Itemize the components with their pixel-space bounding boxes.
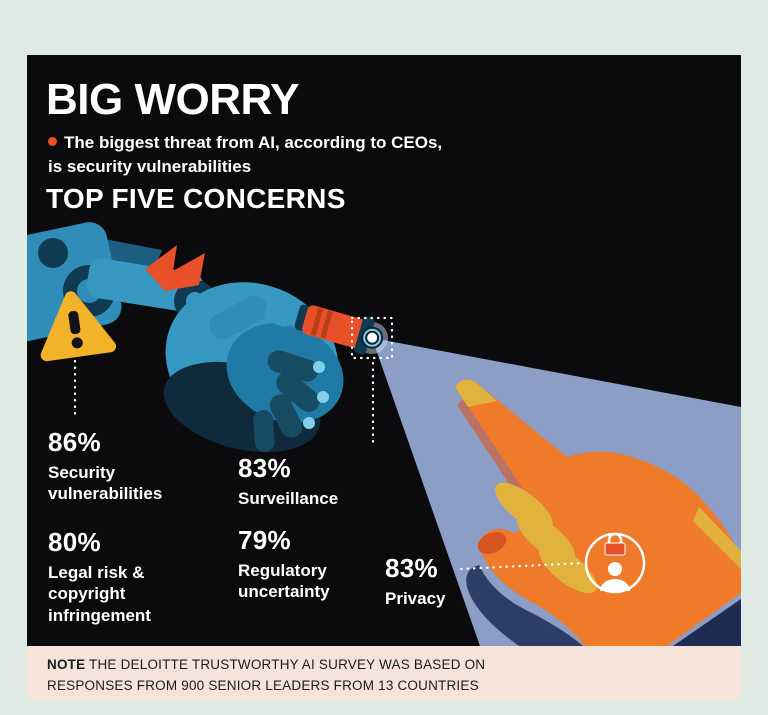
subtitle-text: The biggest threat from AI, according to…: [48, 133, 443, 176]
stat-value: 80%: [48, 527, 101, 557]
stat-legal-risk: 80% Legal risk & copyright infringement: [48, 527, 151, 626]
orange-accent: [145, 245, 205, 291]
stat-value: 86%: [48, 427, 101, 457]
stat-value: 83%: [385, 553, 438, 583]
stat-surveillance: 83% Surveillance: [238, 453, 338, 509]
stat-security-vulnerabilities: 86% Security vulnerabilities: [48, 427, 162, 505]
stat-label: Privacy: [385, 589, 446, 608]
stat-value: 79%: [238, 525, 291, 555]
warning-triangle-icon: [40, 291, 117, 362]
flashlight-icon: [294, 304, 384, 355]
stat-label: Regulatory uncertainty: [238, 561, 330, 602]
stat-privacy: 83% Privacy: [385, 553, 446, 609]
stat-value: 83%: [238, 453, 291, 483]
note-text: THE DELOITTE TRUSTWORTHY AI SURVEY WAS B…: [47, 657, 486, 693]
dotted-connectors: [73, 316, 585, 571]
subtitle: The biggest threat from AI, according to…: [48, 131, 488, 179]
privacy-lock-icon: [584, 532, 646, 594]
note-label: NOTE: [47, 657, 86, 672]
infographic-panel: BIG WORRY The biggest threat from AI, ac…: [27, 55, 741, 646]
human-hand-illustration: [455, 379, 741, 646]
connector-lens-frame: [350, 316, 394, 360]
page-title: BIG WORRY: [46, 75, 299, 124]
stat-label: Legal risk & copyright infringement: [48, 563, 151, 625]
curled-fingers: [253, 350, 320, 452]
stat-label: Security vulnerabilities: [48, 463, 163, 504]
hand-shadow: [466, 565, 583, 646]
robot-arm-illustration: [27, 222, 384, 453]
robot-hand-illustration: [27, 222, 741, 646]
bullet-icon: [48, 137, 57, 146]
stat-regulatory-uncertainty: 79% Regulatory uncertainty: [238, 525, 330, 603]
connector-privacy-to-lock: [459, 561, 585, 571]
section-title: TOP FIVE CONCERNS: [46, 183, 346, 214]
note-bar: NOTE THE DELOITTE TRUSTWORTHY AI SURVEY …: [27, 646, 741, 700]
stat-label: Surveillance: [238, 489, 339, 508]
source-note: NOTE THE DELOITTE TRUSTWORTHY AI SURVEY …: [27, 646, 507, 697]
wrist-shadow: [673, 599, 741, 646]
